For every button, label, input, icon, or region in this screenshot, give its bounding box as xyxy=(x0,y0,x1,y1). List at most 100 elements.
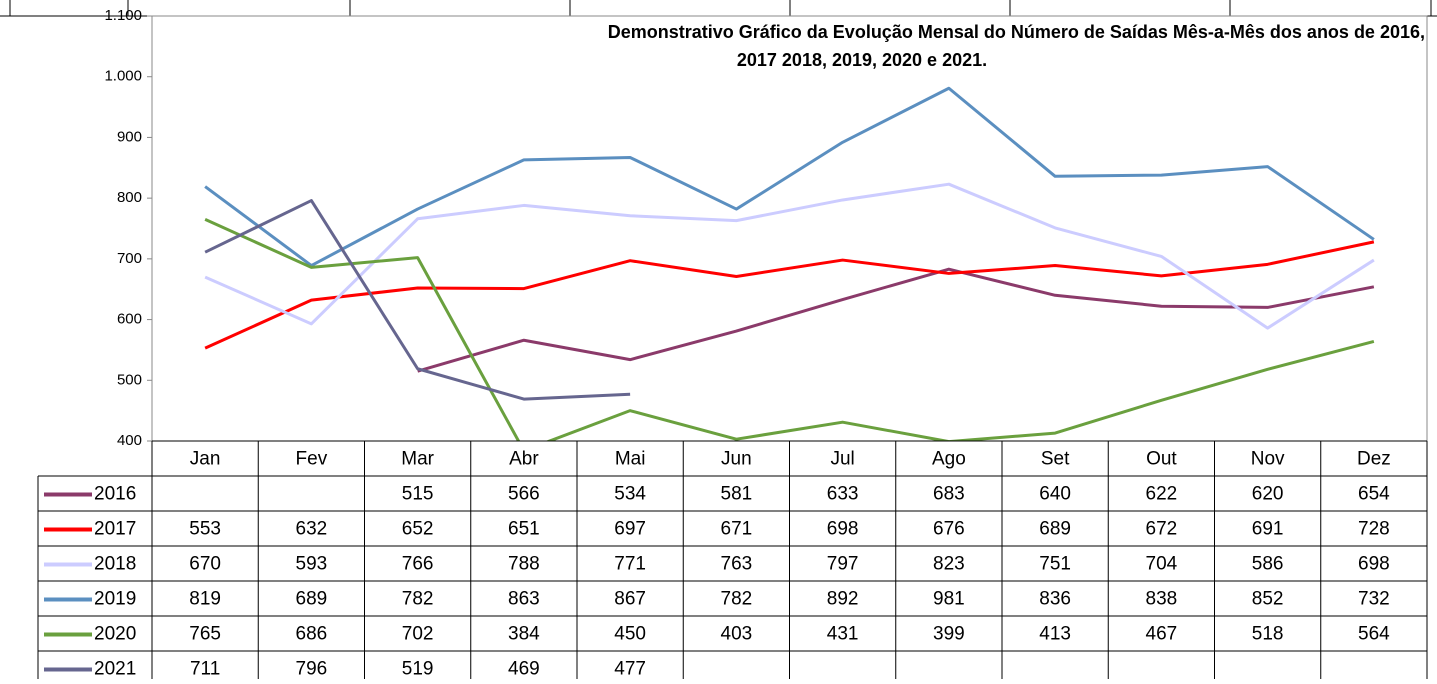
table-value: 683 xyxy=(933,484,965,505)
table-value: 593 xyxy=(296,554,328,575)
x-tick-label: Dez xyxy=(1357,449,1391,470)
series-line xyxy=(204,218,1375,441)
table-value: 819 xyxy=(189,589,221,610)
series-line xyxy=(204,86,1375,268)
x-tick-label: Out xyxy=(1146,449,1177,470)
table-value: 711 xyxy=(190,659,220,679)
legend-label: 2018 xyxy=(94,554,136,575)
y-tick-label: 900 xyxy=(117,128,142,145)
legend-label: 2016 xyxy=(94,484,136,505)
y-tick-label: 700 xyxy=(117,250,142,267)
table-value: 697 xyxy=(614,519,646,540)
table-value: 553 xyxy=(189,519,221,540)
table-value: 782 xyxy=(402,589,434,610)
table-value: 477 xyxy=(614,659,646,679)
table-value: 654 xyxy=(1358,484,1390,505)
table-value: 704 xyxy=(1146,554,1178,575)
table-value: 399 xyxy=(933,624,965,645)
table-value: 867 xyxy=(614,589,646,610)
table-value: 566 xyxy=(508,484,540,505)
table-value: 622 xyxy=(1146,484,1178,505)
table-value: 581 xyxy=(721,484,753,505)
table-value: 782 xyxy=(721,589,753,610)
plot-lines xyxy=(204,86,1375,441)
y-tick-label: 1.000 xyxy=(104,68,142,85)
table-value: 771 xyxy=(614,554,646,575)
x-tick-label: Mar xyxy=(401,449,434,470)
table-value: 892 xyxy=(827,589,859,610)
legend-label: 2021 xyxy=(94,659,136,679)
table-value: 765 xyxy=(189,624,221,645)
series-line xyxy=(204,199,631,401)
table-value: 640 xyxy=(1039,484,1071,505)
table-value: 981 xyxy=(933,589,965,610)
table-value: 632 xyxy=(296,519,328,540)
table-value: 728 xyxy=(1358,519,1390,540)
y-tick-label: 600 xyxy=(117,311,142,328)
x-tick-label: Nov xyxy=(1251,449,1285,470)
y-tick-label: 1.100 xyxy=(104,7,142,24)
series-line xyxy=(417,267,1375,373)
table-value: 403 xyxy=(721,624,753,645)
table-value: 863 xyxy=(508,589,540,610)
table-value: 823 xyxy=(933,554,965,575)
table-value: 691 xyxy=(1252,519,1284,540)
table-value: 689 xyxy=(296,589,328,610)
table-value: 670 xyxy=(189,554,221,575)
table-value: 469 xyxy=(508,659,540,679)
table-value: 519 xyxy=(402,659,434,679)
table-value: 620 xyxy=(1252,484,1284,505)
y-tick-label: 800 xyxy=(117,189,142,206)
table-value: 586 xyxy=(1252,554,1284,575)
table-value: 788 xyxy=(508,554,540,575)
table-value: 651 xyxy=(508,519,540,540)
x-tick-label: Ago xyxy=(932,449,966,470)
table-value: 515 xyxy=(402,484,434,505)
table-value: 672 xyxy=(1146,519,1178,540)
table-value: 633 xyxy=(827,484,859,505)
table-value: 652 xyxy=(402,519,434,540)
table-value: 797 xyxy=(827,554,859,575)
table-value: 852 xyxy=(1252,589,1284,610)
table-value: 671 xyxy=(721,519,753,540)
legend-label: 2019 xyxy=(94,589,136,610)
table-value: 751 xyxy=(1039,554,1071,575)
y-tick-label: 500 xyxy=(117,371,142,388)
chart-title: 2017 2018, 2019, 2020 e 2021. xyxy=(737,50,987,70)
table-value: 450 xyxy=(614,624,646,645)
x-tick-label: Jun xyxy=(721,449,752,470)
table-value: 796 xyxy=(296,659,328,679)
table-value: 431 xyxy=(827,624,859,645)
table-value: 702 xyxy=(402,624,434,645)
y-tick-label: 400 xyxy=(117,432,142,449)
x-tick-label: Abr xyxy=(509,449,539,470)
legend-label: 2020 xyxy=(94,624,136,645)
table-value: 384 xyxy=(508,624,540,645)
x-tick-label: Set xyxy=(1041,449,1070,470)
table-value: 686 xyxy=(296,624,328,645)
table-value: 564 xyxy=(1358,624,1390,645)
x-tick-label: Mai xyxy=(615,449,646,470)
chart-title: Demonstrativo Gráfico da Evolução Mensal… xyxy=(608,22,1425,42)
table-value: 732 xyxy=(1358,589,1390,610)
table-value: 763 xyxy=(721,554,753,575)
x-tick-label: Jan xyxy=(190,449,221,470)
x-tick-label: Jul xyxy=(830,449,854,470)
table-value: 467 xyxy=(1146,624,1178,645)
table-value: 534 xyxy=(614,484,646,505)
legend-label: 2017 xyxy=(94,519,136,540)
table-value: 698 xyxy=(827,519,859,540)
table-value: 838 xyxy=(1146,589,1178,610)
series-line xyxy=(204,240,1375,350)
table-value: 689 xyxy=(1039,519,1071,540)
series-line xyxy=(204,182,1375,330)
x-tick-label: Fev xyxy=(296,449,328,470)
table-value: 518 xyxy=(1252,624,1284,645)
table-value: 698 xyxy=(1358,554,1390,575)
table-value: 836 xyxy=(1039,589,1071,610)
table-value: 766 xyxy=(402,554,434,575)
table-value: 413 xyxy=(1039,624,1071,645)
table-value: 676 xyxy=(933,519,965,540)
